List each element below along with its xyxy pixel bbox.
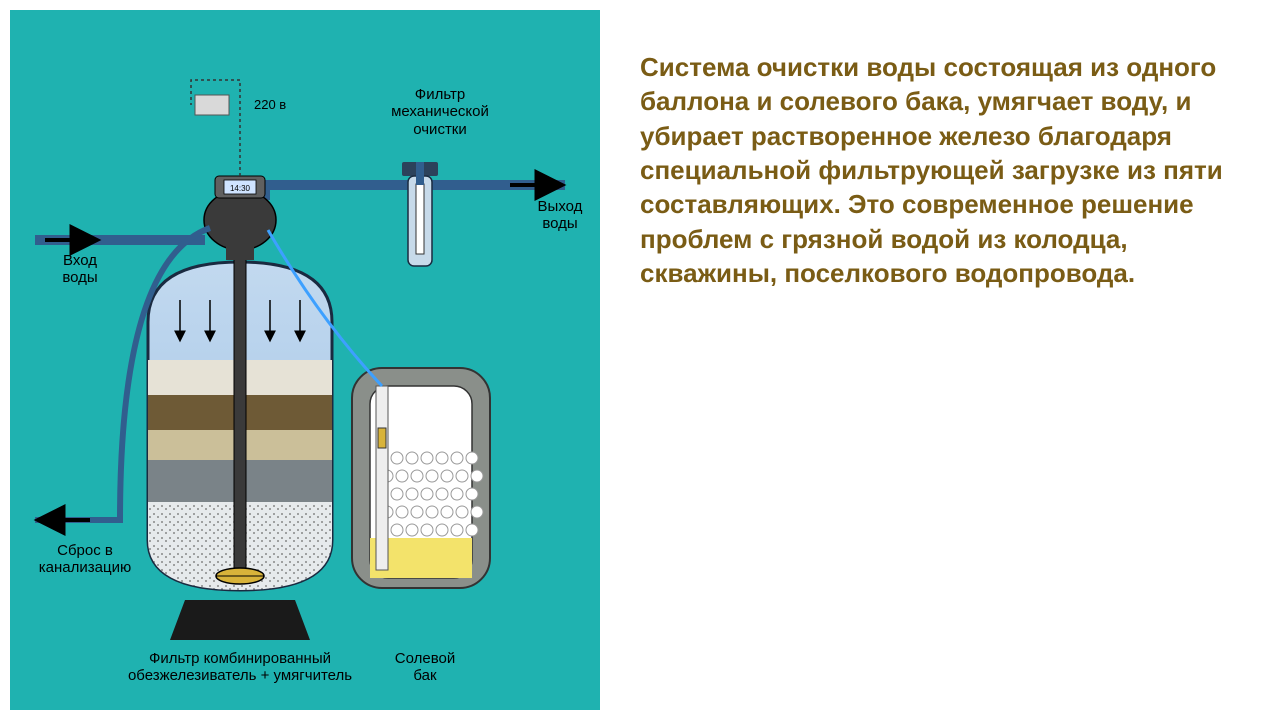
mech-filter-label: Фильтр механической очистки bbox=[380, 86, 500, 138]
inlet-label: Вход воды bbox=[50, 252, 110, 287]
tank-label: Фильтр комбинированный обезжелезиватель … bbox=[110, 650, 370, 685]
diagram-svg: 14:30 220 в bbox=[0, 0, 610, 720]
outlet-label: Выход воды bbox=[530, 198, 590, 233]
brine-label: Солевой бак bbox=[380, 650, 470, 685]
drain-label: Сброс в канализацию bbox=[30, 542, 140, 577]
svg-text:220 в: 220 в bbox=[254, 97, 286, 112]
diagram-panel: 14:30 220 в Фильтр механической очистки В… bbox=[0, 0, 610, 720]
svg-text:14:30: 14:30 bbox=[230, 184, 251, 193]
description-text: Система очистки воды состоящая из одного… bbox=[640, 50, 1250, 290]
text-panel: Система очистки воды состоящая из одного… bbox=[610, 0, 1280, 720]
